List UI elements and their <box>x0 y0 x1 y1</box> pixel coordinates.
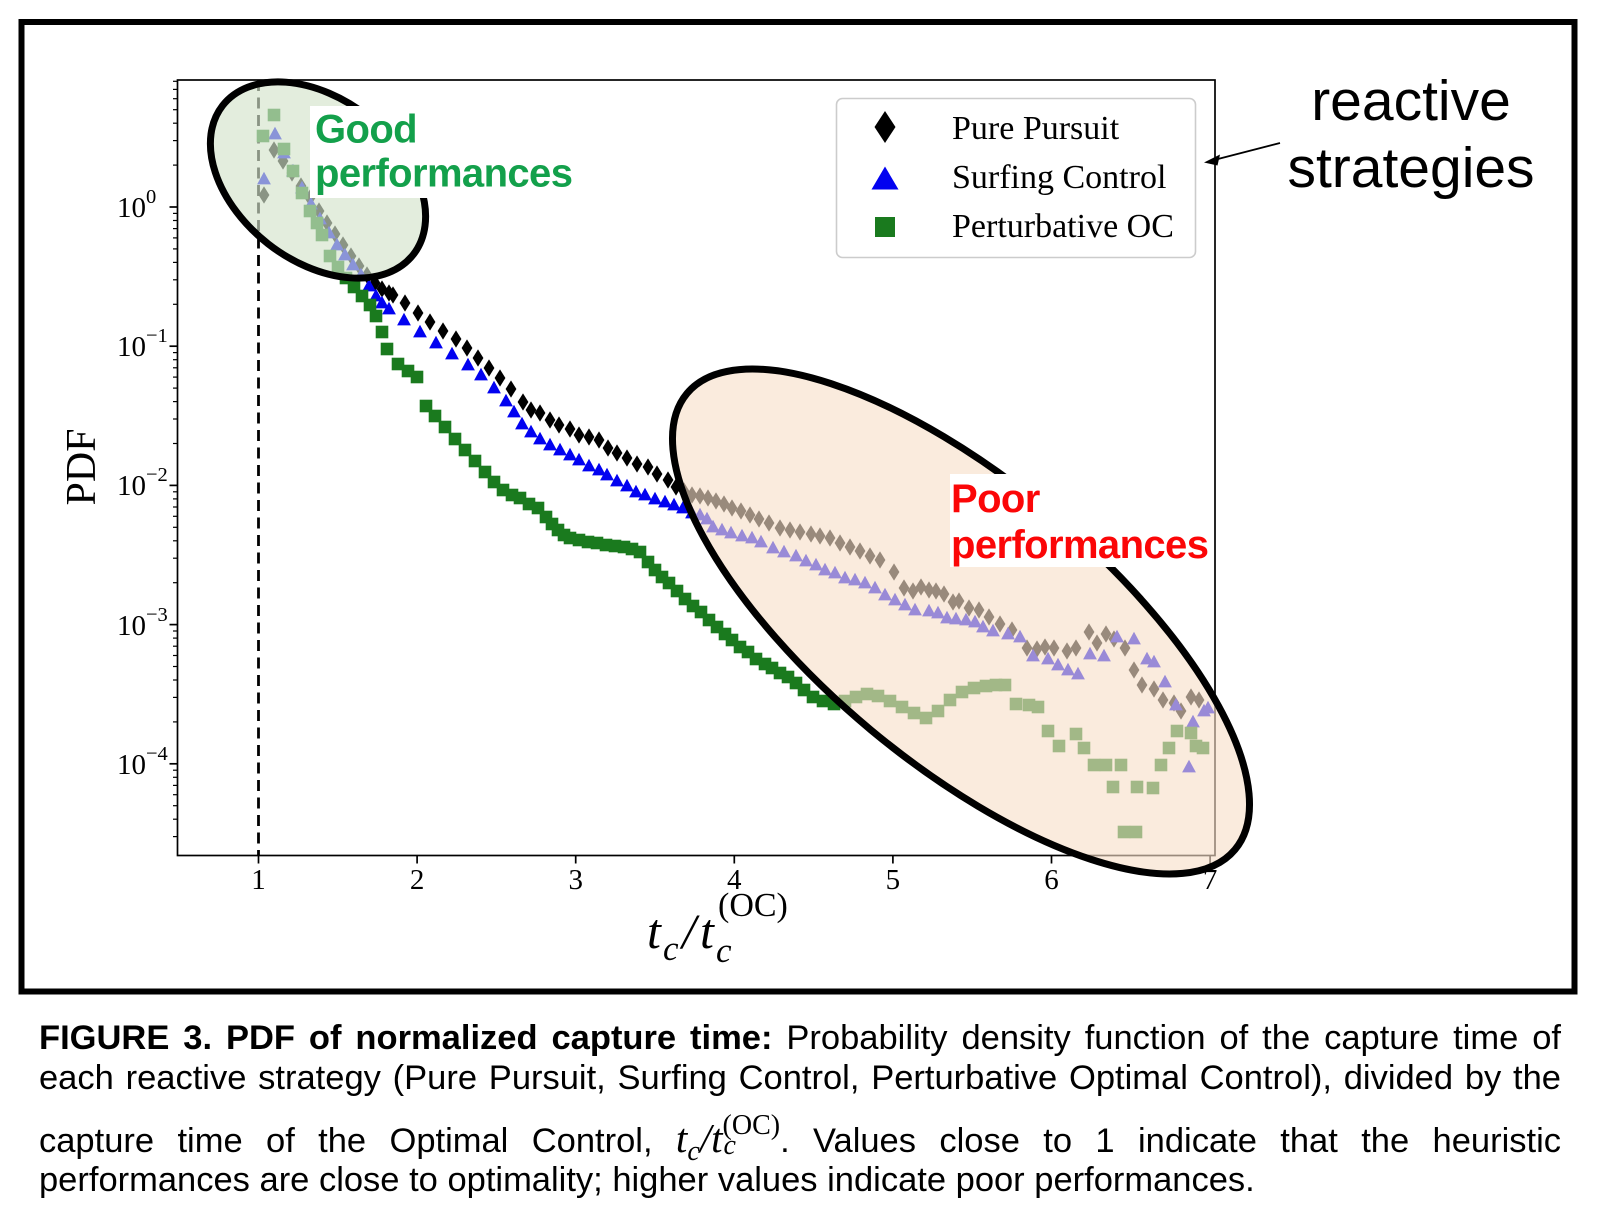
svg-text:/: / <box>679 903 700 959</box>
svg-text:3: 3 <box>568 864 583 896</box>
svg-text:10: 10 <box>117 470 146 502</box>
svg-text:performances: performances <box>951 523 1208 567</box>
svg-text:Pure Pursuit: Pure Pursuit <box>952 110 1120 147</box>
svg-text:t: t <box>700 903 715 959</box>
svg-text:−4: −4 <box>146 743 168 765</box>
svg-text:−1: −1 <box>146 325 168 347</box>
svg-text:c: c <box>716 931 732 970</box>
svg-text:Good: Good <box>315 108 417 152</box>
svg-text:performances: performances <box>315 152 572 196</box>
svg-text:4: 4 <box>727 864 742 896</box>
svg-text:10: 10 <box>117 610 146 642</box>
svg-text:0: 0 <box>146 186 156 208</box>
svg-text:c: c <box>663 929 679 968</box>
svg-text:PDF: PDF <box>59 428 105 505</box>
svg-text:−3: −3 <box>146 604 168 626</box>
svg-text:reactive: reactive <box>1311 69 1511 133</box>
svg-text:(OC): (OC) <box>718 887 788 924</box>
svg-text:Poor: Poor <box>951 477 1040 521</box>
svg-text:strategies: strategies <box>1287 136 1534 200</box>
svg-text:Surfing Control: Surfing Control <box>952 159 1166 196</box>
svg-text:−2: −2 <box>146 464 168 486</box>
svg-text:10: 10 <box>117 331 146 363</box>
svg-text:10: 10 <box>117 749 146 781</box>
svg-text:5: 5 <box>886 864 901 896</box>
svg-text:2: 2 <box>410 864 425 896</box>
svg-text:6: 6 <box>1044 864 1059 896</box>
svg-text:t: t <box>647 903 662 959</box>
svg-text:10: 10 <box>117 192 146 224</box>
svg-text:Perturbative OC: Perturbative OC <box>952 208 1174 245</box>
svg-text:1: 1 <box>251 864 266 896</box>
